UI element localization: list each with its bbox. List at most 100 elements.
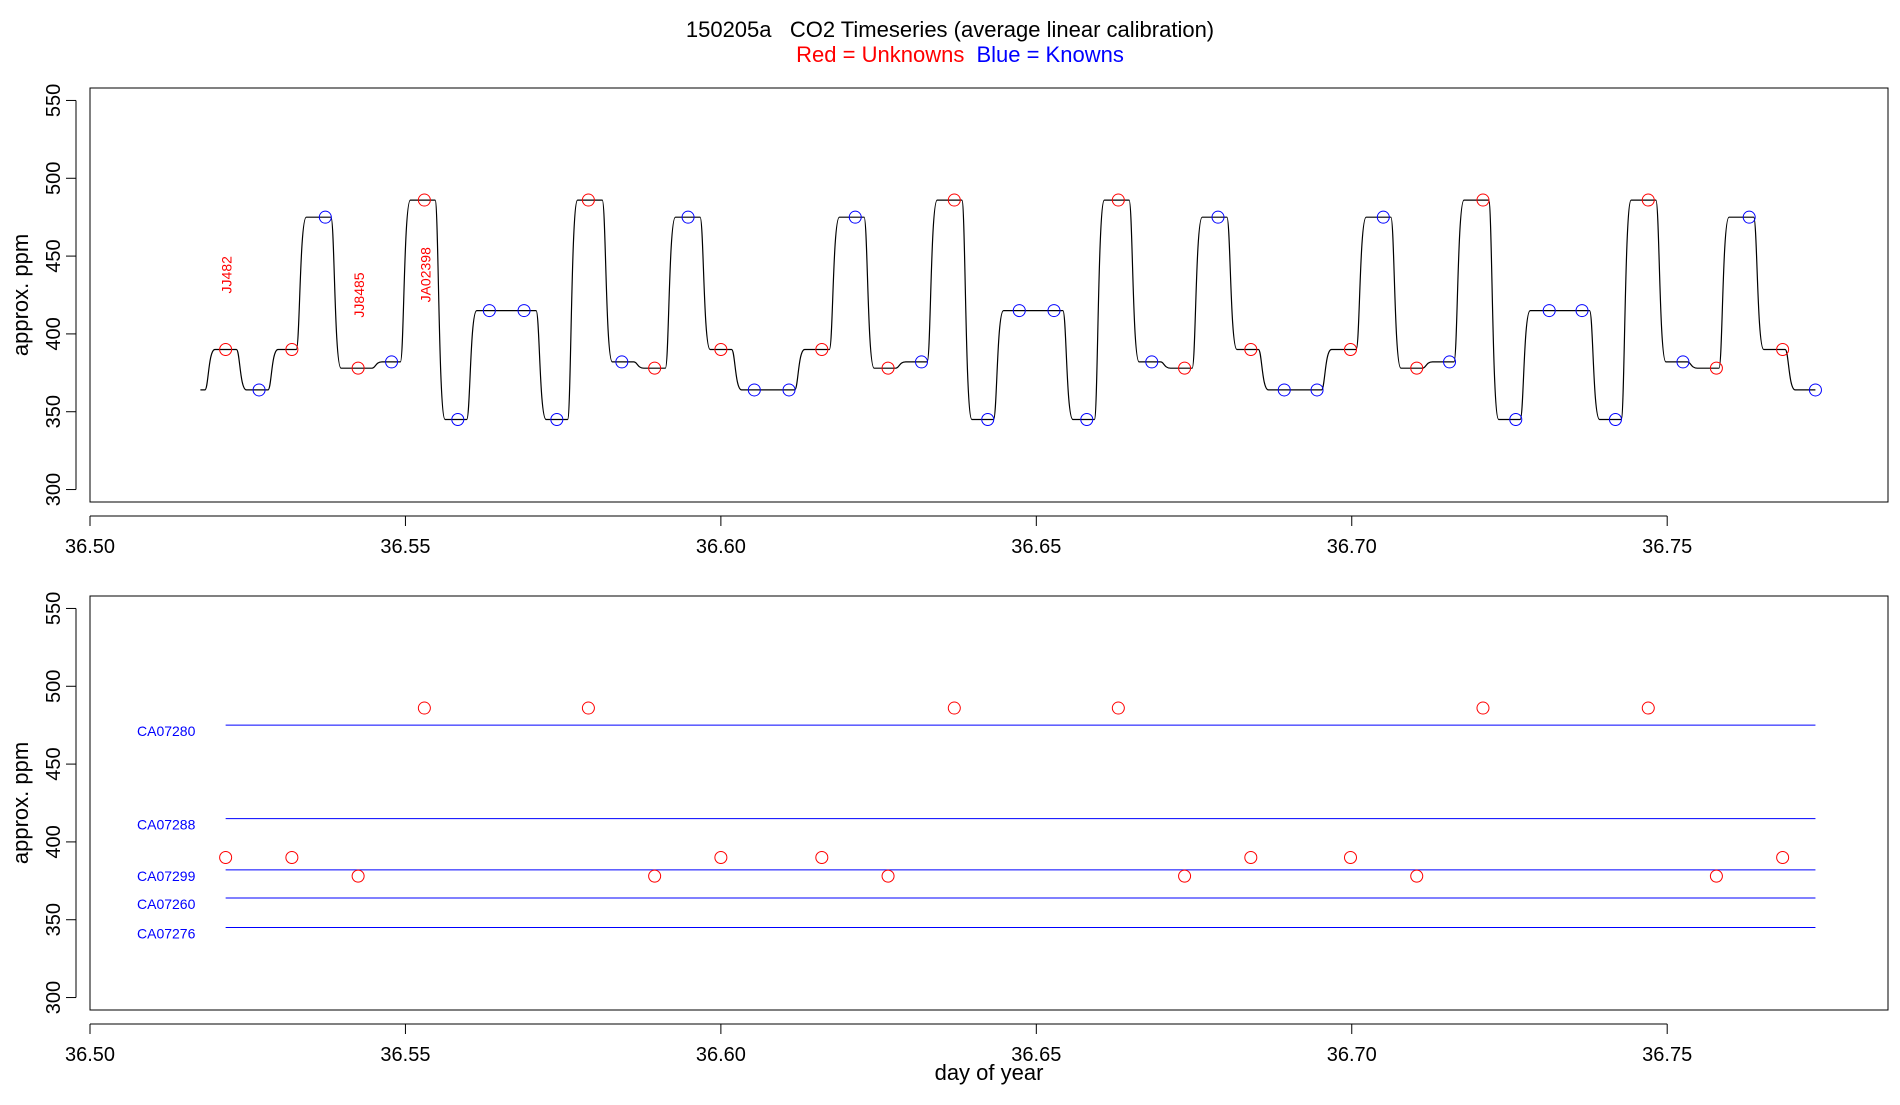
plot-frame: [89, 87, 1889, 503]
x-tick-label: 36.60: [696, 536, 746, 558]
sample-annotation: JA02398: [417, 247, 433, 302]
known-point: [747, 383, 761, 397]
x-tick-label: 36.50: [65, 536, 115, 558]
known-point: [252, 383, 266, 397]
x-axis-label: day of year: [935, 1060, 1044, 1085]
reference-line-label: CA07260: [137, 896, 196, 912]
y-tick-label: 350: [43, 903, 65, 936]
unknown-point: [947, 193, 961, 207]
y-axis-label: approx. ppm: [8, 742, 33, 864]
unknown-point: [1244, 342, 1258, 356]
unknown-point: [351, 361, 365, 375]
reference-line-label: CA07299: [137, 868, 196, 884]
x-tick-label: 36.70: [1327, 536, 1377, 558]
plot-frame: [89, 595, 1889, 1011]
known-point: [1443, 355, 1457, 369]
unknown-point: [1709, 869, 1723, 883]
unknown-point: [581, 193, 595, 207]
known-point: [1047, 304, 1061, 318]
sample-annotation: JJ8485: [351, 272, 367, 317]
unknown-point: [1111, 701, 1125, 715]
unknown-point: [1709, 361, 1723, 375]
known-point: [550, 413, 564, 427]
y-tick-label: 550: [43, 84, 65, 117]
known-point: [681, 210, 695, 224]
y-tick-label: 350: [43, 395, 65, 428]
x-tick-label: 36.60: [696, 1044, 746, 1066]
y-tick-label: 300: [43, 473, 65, 506]
unknown-point: [581, 701, 595, 715]
known-point: [482, 304, 496, 318]
known-point: [1310, 383, 1324, 397]
known-point: [1509, 413, 1523, 427]
unknown-point: [1410, 869, 1424, 883]
chart-subtitle: Red = Unknowns Blue = Knowns: [796, 42, 1124, 67]
x-tick-label: 36.55: [380, 536, 430, 558]
unknown-point: [815, 850, 829, 864]
y-tick-label: 450: [43, 239, 65, 272]
unknown-point: [1776, 850, 1790, 864]
unknown-point: [1244, 850, 1258, 864]
unknown-point: [417, 701, 431, 715]
unknown-point: [1343, 850, 1357, 864]
unknown-point: [881, 361, 895, 375]
unknown-point: [1178, 361, 1192, 375]
known-point: [1145, 355, 1159, 369]
unknown-point: [351, 869, 365, 883]
known-point: [914, 355, 928, 369]
calibration-panel: 300 350 400 450 500 550 approx. ppm 36.50 36.55 3…: [8, 592, 1889, 1085]
known-point: [1742, 210, 1756, 224]
known-point: [1376, 210, 1390, 224]
known-point: [1575, 304, 1589, 318]
unknown-point: [285, 342, 299, 356]
x-tick-label: 36.65: [1011, 536, 1061, 558]
y-tick-label: 500: [43, 162, 65, 195]
reference-line-label: CA07276: [137, 926, 196, 942]
known-point: [615, 355, 629, 369]
co2-trace-line: [200, 199, 1816, 421]
known-point: [1676, 355, 1690, 369]
known-point: [1080, 413, 1094, 427]
chart-title: 150205a CO2 Timeseries (average linear c…: [686, 17, 1214, 42]
unknown-point: [1343, 342, 1357, 356]
reference-line-label: CA07280: [137, 723, 196, 739]
y-tick-label: 500: [43, 670, 65, 703]
known-point: [1808, 383, 1822, 397]
known-point: [1211, 210, 1225, 224]
unknown-point: [1476, 701, 1490, 715]
known-point: [1608, 413, 1622, 427]
y-tick-label: 450: [43, 747, 65, 780]
unknown-point: [219, 342, 233, 356]
timeseries-panel: 300 350 400 450 500 550 approx. ppm 36.50 36.55 3…: [8, 84, 1889, 558]
y-tick-label: 400: [43, 317, 65, 350]
known-point: [385, 355, 399, 369]
known-point: [1012, 304, 1026, 318]
y-tick-label: 300: [43, 981, 65, 1014]
known-point: [1542, 304, 1556, 318]
known-point: [782, 383, 796, 397]
unknown-point: [1476, 193, 1490, 207]
unknown-point: [881, 869, 895, 883]
unknown-point: [815, 342, 829, 356]
unknown-point: [417, 193, 431, 207]
reference-line-label: CA07288: [137, 817, 196, 833]
known-point: [517, 304, 531, 318]
subtitle-knowns: Blue = Knowns: [976, 42, 1123, 67]
known-point: [1277, 383, 1291, 397]
y-tick-label: 400: [43, 825, 65, 858]
unknown-point: [285, 850, 299, 864]
known-point: [848, 210, 862, 224]
x-tick-label: 36.75: [1642, 1044, 1692, 1066]
known-point: [451, 413, 465, 427]
x-tick-label: 36.75: [1642, 536, 1692, 558]
unknown-point: [1641, 701, 1655, 715]
unknown-point: [219, 850, 233, 864]
unknown-point: [648, 361, 662, 375]
x-tick-label: 36.70: [1327, 1044, 1377, 1066]
sample-annotation: JJ482: [219, 256, 235, 294]
unknown-point: [648, 869, 662, 883]
unknown-point: [1178, 869, 1192, 883]
known-point: [318, 210, 332, 224]
